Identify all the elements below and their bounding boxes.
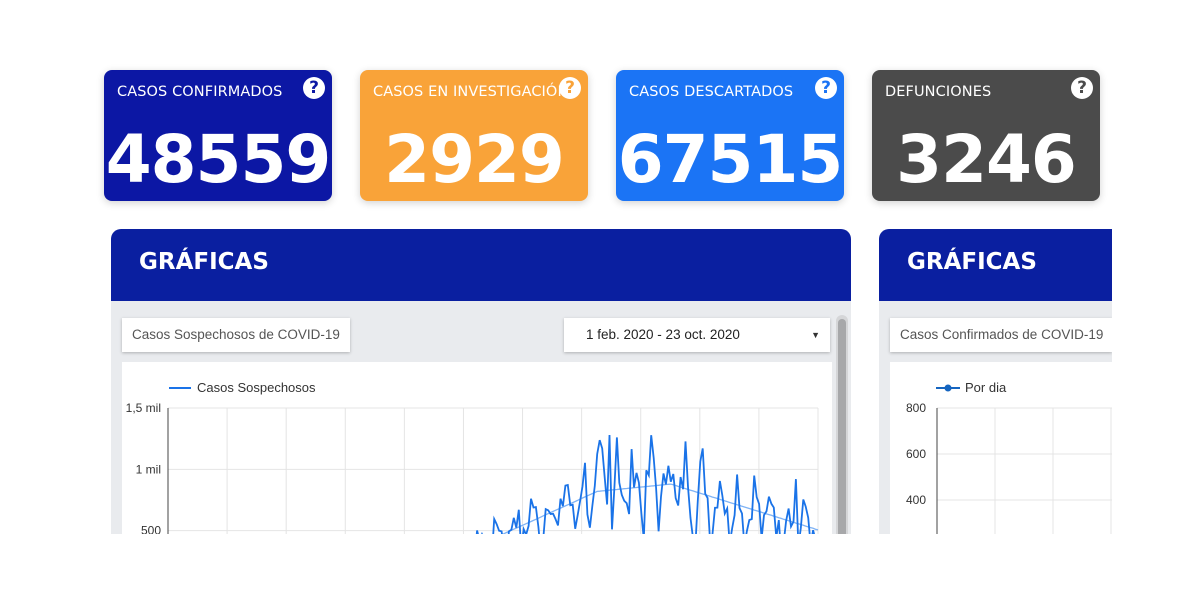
- chart-title: Casos Sospechosos de COVID-19: [122, 318, 350, 352]
- series-trend-line: [501, 483, 819, 534]
- legend-marker: [944, 384, 952, 392]
- chart-confirmados-svg: 400 600 800 Por dia: [906, 380, 1112, 534]
- card-label: DEFUNCIONES: [885, 84, 992, 100]
- question-circle-icon[interactable]: ?: [303, 77, 325, 99]
- legend-label: Por dia: [965, 380, 1007, 395]
- card-value: 3246: [896, 121, 1077, 198]
- panel-header: GRÁFICAS: [879, 229, 1112, 301]
- chart-title: Casos Confirmados de COVID-19: [890, 318, 1112, 352]
- legend-label: Casos Sospechosos: [197, 380, 316, 395]
- card-casos-descartados: CASOS DESCARTADOS ? 67515: [616, 70, 844, 201]
- y-tick-label: 600: [906, 447, 926, 461]
- vertical-scrollbar[interactable]: [836, 315, 848, 534]
- series-line-casos-sospechosos: [475, 434, 815, 534]
- panel-title: GRÁFICAS: [907, 249, 1037, 275]
- chart-sospechosos: 500 1 mil 1,5 mil Casos Sospechosos: [122, 362, 832, 534]
- card-label: CASOS CONFIRMADOS: [117, 84, 283, 100]
- panel-title: GRÁFICAS: [139, 249, 269, 275]
- y-tick-label: 1 mil: [136, 462, 161, 476]
- graficas-panel-sospechosos: GRÁFICAS Casos Sospechosos de COVID-19 1…: [111, 229, 851, 534]
- card-value: 2929: [384, 121, 565, 198]
- panel-body: Casos Confirmados de COVID-19 400 600 800 P…: [879, 301, 1112, 534]
- date-range-label: 1 feb. 2020 - 23 oct. 2020: [586, 327, 740, 342]
- y-tick-label: 500: [141, 524, 161, 534]
- question-circle-icon[interactable]: ?: [1071, 77, 1093, 99]
- date-range-selector[interactable]: 1 feb. 2020 - 23 oct. 2020 ▼: [564, 318, 830, 352]
- panel-body: Casos Sospechosos de COVID-19 1 feb. 202…: [111, 301, 851, 534]
- card-casos-en-investigacion: CASOS EN INVESTIGACIÓN ? 2929: [360, 70, 588, 201]
- y-tick-label: 1,5 mil: [126, 401, 161, 415]
- scrollbar-thumb[interactable]: [838, 319, 846, 534]
- y-tick-label: 800: [906, 401, 926, 415]
- chart-sospechosos-svg: 500 1 mil 1,5 mil Casos Sospechosos: [126, 380, 819, 534]
- card-value: 48559: [105, 121, 332, 198]
- caret-down-icon: ▼: [811, 330, 820, 340]
- question-circle-icon[interactable]: ?: [559, 77, 581, 99]
- card-label: CASOS DESCARTADOS: [629, 84, 794, 100]
- card-defunciones: DEFUNCIONES ? 3246: [872, 70, 1100, 201]
- card-casos-confirmados: CASOS CONFIRMADOS ? 48559: [104, 70, 332, 201]
- y-tick-label: 400: [906, 493, 926, 507]
- question-circle-icon[interactable]: ?: [815, 77, 837, 99]
- panel-header: GRÁFICAS: [111, 229, 851, 301]
- card-value: 67515: [617, 121, 844, 198]
- chart-confirmados: 400 600 800 Por dia: [890, 362, 1112, 534]
- card-label: CASOS EN INVESTIGACIÓN: [373, 84, 569, 100]
- graficas-panel-confirmados: GRÁFICAS Casos Confirmados de COVID-19 4…: [879, 229, 1112, 534]
